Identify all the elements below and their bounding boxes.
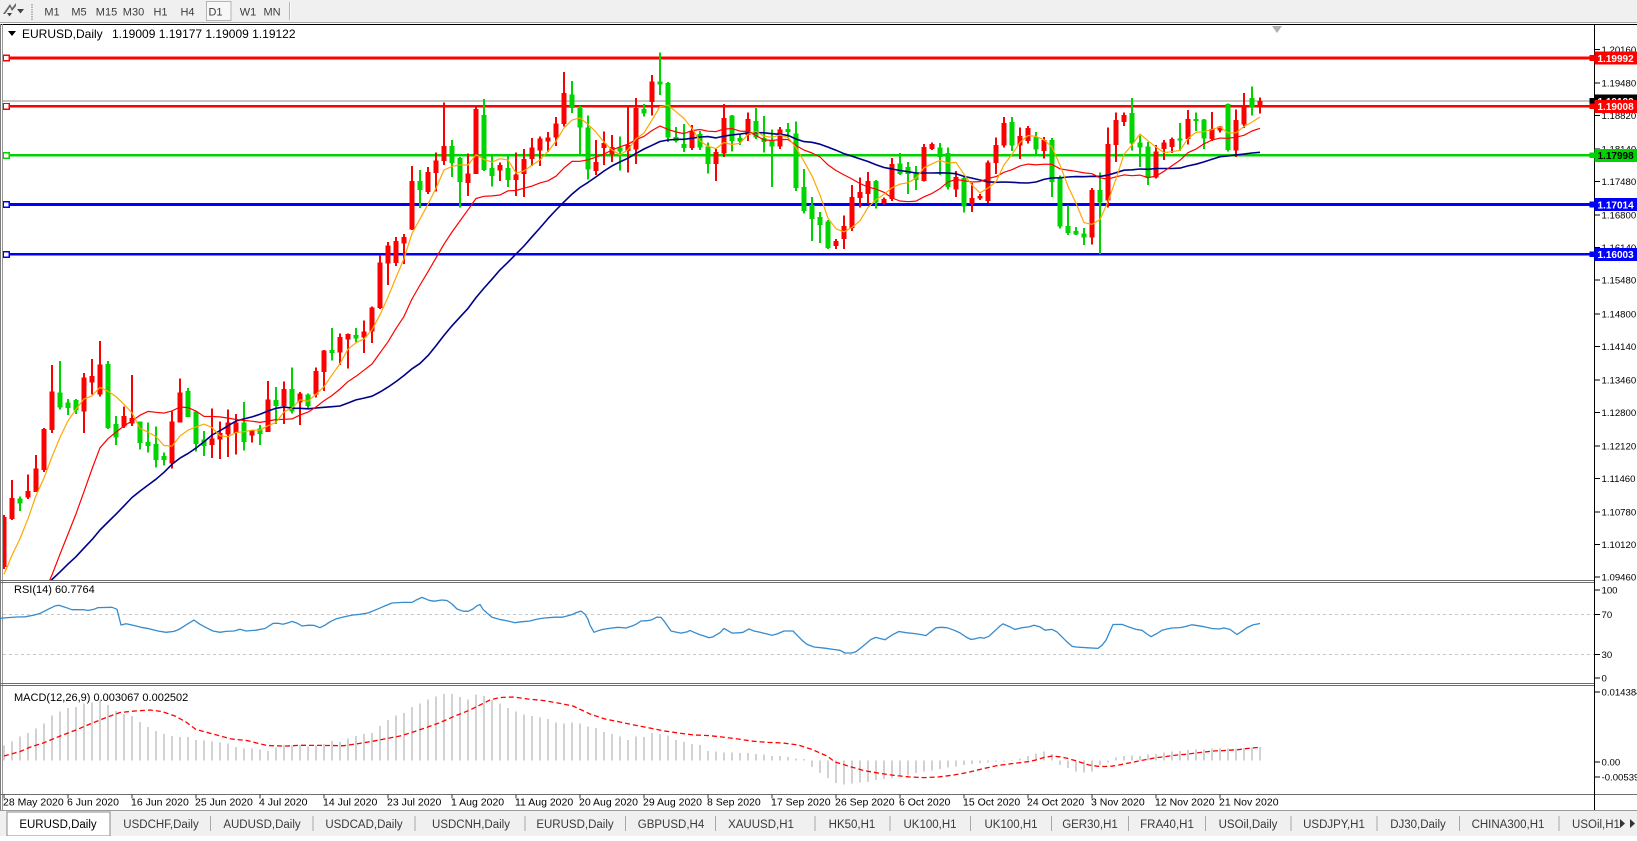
svg-text:USDCNH,Daily: USDCNH,Daily [432,819,510,831]
svg-text:1.14140: 1.14140 [1602,342,1637,353]
svg-text:1.17014: 1.17014 [1598,200,1635,211]
svg-text:1.17998: 1.17998 [1598,151,1635,162]
svg-text:USOil,H1: USOil,H1 [1572,819,1620,831]
svg-text:1.11460: 1.11460 [1602,474,1636,485]
svg-text:UK100,H1: UK100,H1 [984,819,1037,831]
svg-text:USDJPY,H1: USDJPY,H1 [1303,819,1365,831]
svg-text:0.014384: 0.014384 [1602,688,1637,699]
svg-text:30: 30 [1602,650,1613,661]
svg-text:1.19480: 1.19480 [1602,78,1637,89]
svg-text:1.12800: 1.12800 [1602,408,1637,419]
svg-text:70: 70 [1602,610,1613,621]
svg-text:14 Jul 2020: 14 Jul 2020 [323,797,377,809]
svg-text:1 Aug 2020: 1 Aug 2020 [451,797,504,809]
svg-text:XAUUSD,H1: XAUUSD,H1 [728,819,794,831]
svg-text:21 Nov 2020: 21 Nov 2020 [1219,797,1279,809]
svg-text:0.00: 0.00 [1602,758,1621,769]
svg-text:-0.00539: -0.00539 [1602,773,1637,784]
svg-text:16 Jun 2020: 16 Jun 2020 [131,797,189,809]
svg-text:CHINA300,H1: CHINA300,H1 [1472,819,1545,831]
svg-text:HK50,H1: HK50,H1 [829,819,876,831]
svg-text:1.19009 1.19177 1.19009 1.1912: 1.19009 1.19177 1.19009 1.19122 [112,27,296,41]
svg-text:W1: W1 [240,7,257,19]
svg-text:25 Jun 2020: 25 Jun 2020 [195,797,253,809]
svg-text:20 Aug 2020: 20 Aug 2020 [579,797,638,809]
svg-text:MN: MN [263,7,280,19]
svg-text:1.10780: 1.10780 [1602,508,1637,519]
svg-text:1.13460: 1.13460 [1602,375,1637,386]
svg-text:11 Aug 2020: 11 Aug 2020 [515,797,573,809]
svg-text:USDCAD,Daily: USDCAD,Daily [325,819,403,831]
svg-text:USDCHF,Daily: USDCHF,Daily [123,819,199,831]
svg-text:3 Nov 2020: 3 Nov 2020 [1091,797,1145,809]
svg-text:AUDUSD,Daily: AUDUSD,Daily [223,819,301,831]
svg-text:1.09460: 1.09460 [1602,573,1637,584]
svg-text:26 Sep 2020: 26 Sep 2020 [835,797,895,809]
svg-text:GER30,H1: GER30,H1 [1062,819,1118,831]
svg-text:1.16003: 1.16003 [1598,250,1635,261]
svg-text:M15: M15 [96,7,117,19]
svg-text:FRA40,H1: FRA40,H1 [1140,819,1194,831]
svg-text:UK100,H1: UK100,H1 [903,819,956,831]
svg-text:23 Jul 2020: 23 Jul 2020 [387,797,441,809]
svg-text:M30: M30 [123,7,144,19]
svg-text:24 Oct 2020: 24 Oct 2020 [1027,797,1084,809]
svg-text:D1: D1 [208,7,222,19]
svg-text:1.14800: 1.14800 [1602,309,1637,320]
svg-text:1.12120: 1.12120 [1602,442,1637,453]
svg-text:MACD(12,26,9) 0.003067 0.00250: MACD(12,26,9) 0.003067 0.002502 [14,692,188,704]
svg-text:4 Jul 2020: 4 Jul 2020 [259,797,308,809]
svg-text:RSI(14) 60.7764: RSI(14) 60.7764 [14,584,95,596]
svg-text:M1: M1 [44,7,59,19]
svg-text:0: 0 [1602,674,1607,685]
svg-text:1.17480: 1.17480 [1602,177,1637,188]
svg-text:1.10120: 1.10120 [1602,540,1637,551]
svg-text:EURUSD,Daily: EURUSD,Daily [536,819,614,831]
svg-text:28 May 2020: 28 May 2020 [3,797,64,809]
svg-text:EURUSD,Daily: EURUSD,Daily [22,27,103,41]
svg-text:1.19008: 1.19008 [1598,102,1635,113]
svg-text:1.15480: 1.15480 [1602,276,1637,287]
svg-text:29 Aug 2020: 29 Aug 2020 [643,797,702,809]
svg-text:DJ30,Daily: DJ30,Daily [1390,819,1446,831]
svg-text:8 Sep 2020: 8 Sep 2020 [707,797,761,809]
svg-text:12 Nov 2020: 12 Nov 2020 [1155,797,1215,809]
svg-text:GBPUSD,H4: GBPUSD,H4 [638,819,705,831]
svg-text:1.19992: 1.19992 [1598,54,1635,65]
svg-text:100: 100 [1602,586,1618,597]
svg-text:6 Oct 2020: 6 Oct 2020 [899,797,951,809]
svg-text:17 Sep 2020: 17 Sep 2020 [771,797,831,809]
svg-text:H1: H1 [153,7,167,19]
svg-text:H4: H4 [180,7,194,19]
svg-text:15 Oct 2020: 15 Oct 2020 [963,797,1020,809]
svg-text:1.16800: 1.16800 [1602,211,1637,222]
svg-text:USOil,Daily: USOil,Daily [1219,819,1278,831]
svg-text:EURUSD,Daily: EURUSD,Daily [19,819,97,831]
svg-text:6 Jun 2020: 6 Jun 2020 [67,797,119,809]
svg-text:M5: M5 [71,7,86,19]
